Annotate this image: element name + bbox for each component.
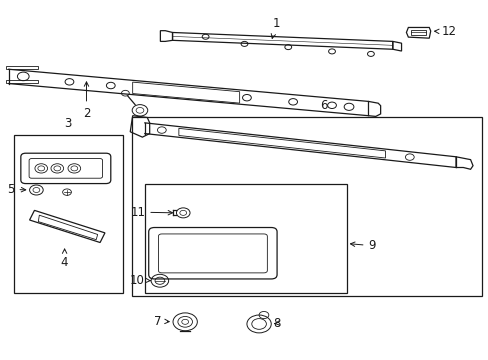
Text: 7: 7 — [154, 315, 169, 328]
Text: 9: 9 — [350, 239, 375, 252]
Text: 2: 2 — [82, 82, 90, 120]
Text: 12: 12 — [434, 25, 455, 38]
Text: 10: 10 — [130, 274, 150, 287]
Text: 4: 4 — [61, 249, 68, 269]
Text: 8: 8 — [273, 317, 281, 330]
Bar — [14, 135, 122, 293]
Bar — [131, 117, 481, 296]
Text: 3: 3 — [64, 117, 72, 130]
Text: 1: 1 — [271, 17, 279, 39]
Bar — [144, 184, 346, 293]
Text: 5: 5 — [7, 183, 26, 196]
Text: 6: 6 — [320, 99, 327, 112]
Text: 11: 11 — [130, 206, 172, 219]
